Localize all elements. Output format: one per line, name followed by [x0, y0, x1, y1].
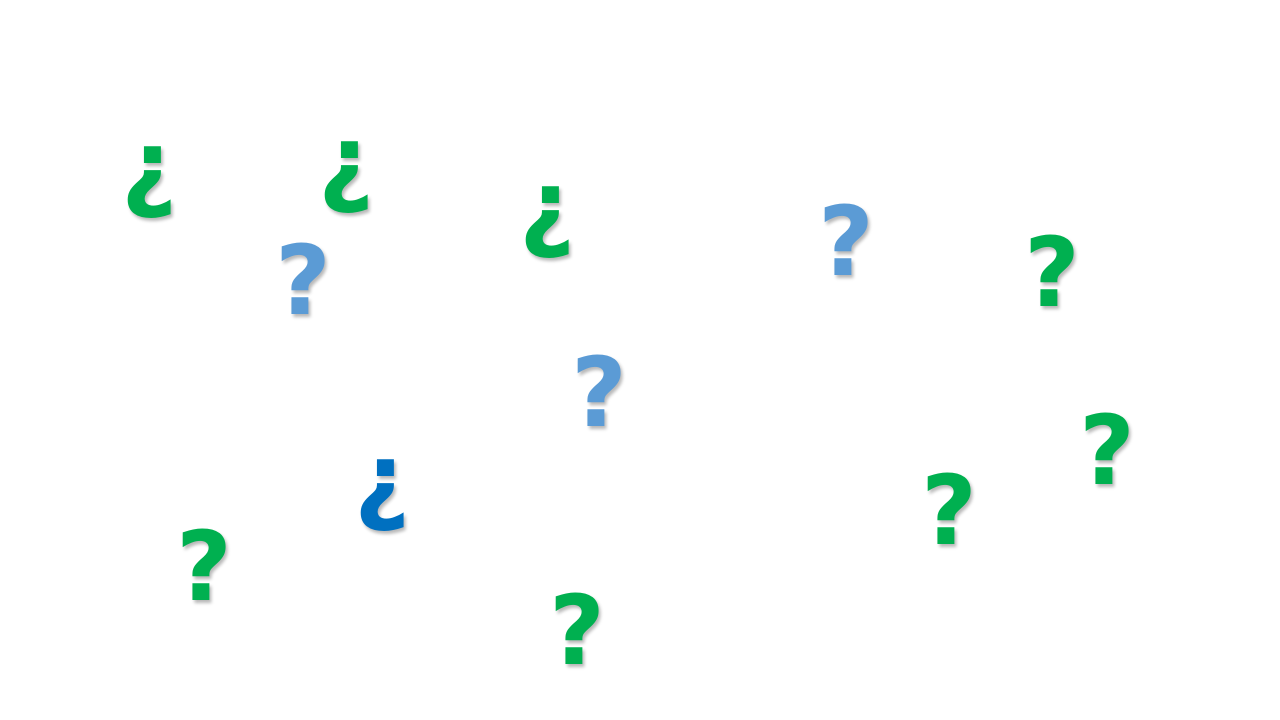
question-mark-icon: ?	[571, 337, 627, 449]
question-mark-icon: ?	[1079, 395, 1135, 507]
question-mark-icon: ?	[176, 511, 232, 623]
inverted-question-mark-icon: ¿	[318, 105, 374, 217]
question-mark-icon: ?	[921, 455, 977, 567]
inverted-question-mark-icon: ¿	[121, 110, 177, 222]
question-mark-icon: ?	[1024, 217, 1080, 329]
question-mark-icon: ?	[818, 186, 874, 298]
inverted-question-mark-icon: ¿	[519, 150, 575, 262]
inverted-question-mark-icon: ¿	[354, 423, 410, 535]
question-mark-icon: ?	[275, 225, 331, 337]
question-mark-icon: ?	[549, 575, 605, 687]
